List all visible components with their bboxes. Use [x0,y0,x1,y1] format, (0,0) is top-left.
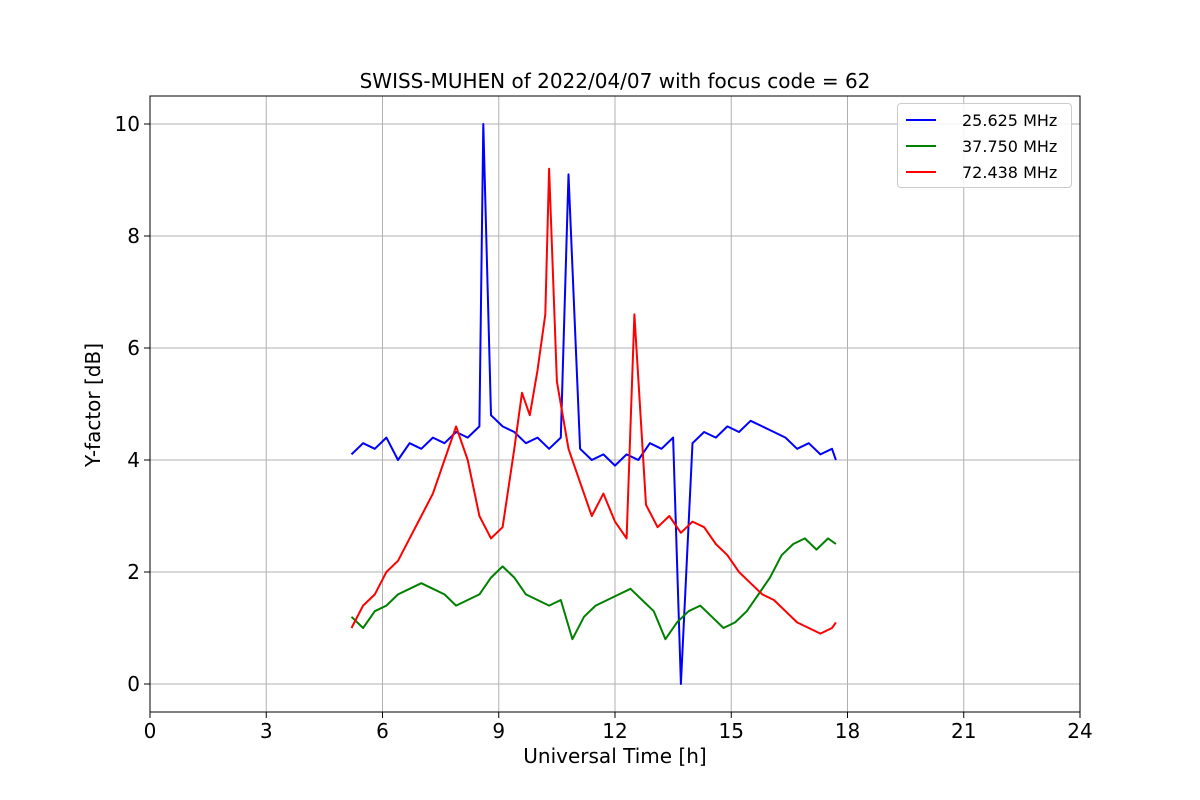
y-tick-label: 6 [127,336,140,360]
x-tick-label: 0 [144,719,157,743]
chart-title: SWISS-MUHEN of 2022/04/07 with focus cod… [360,69,871,93]
legend-item-series-1: 25.625 MHz [906,110,1057,130]
x-tick-label: 6 [376,719,389,743]
legend-item-series-3: 72.438 MHz [906,162,1057,182]
y-tick-label: 8 [127,224,140,248]
y-tick-label: 10 [115,112,140,136]
y-tick-label: 4 [127,448,140,472]
legend-swatch-series-1 [906,119,936,121]
legend-swatch-series-2 [906,145,936,147]
series-line-3 [350,167,837,635]
y-axis-label: Y-factor [dB] [81,343,105,468]
x-tick-label: 3 [260,719,273,743]
legend-label-series-2: 37.750 MHz [962,136,1058,156]
legend-item-series-2: 37.750 MHz [906,136,1057,156]
x-tick-label: 9 [492,719,505,743]
x-tick-label: 18 [835,719,860,743]
x-tick-label: 15 [719,719,744,743]
y-axis: 0 2 4 6 8 10 [115,112,150,696]
legend-swatch-series-3 [906,171,936,173]
y-tick-label: 0 [127,672,140,696]
x-axis: 0 3 6 9 12 15 18 21 24 [144,712,1093,743]
series-layer [350,123,837,685]
legend-label-series-3: 72.438 MHz [962,162,1058,182]
x-axis-label: Universal Time [h] [523,744,706,768]
legend: 25.625 MHz 37.750 MHz 72.438 MHz [897,103,1072,188]
x-tick-label: 24 [1067,719,1092,743]
x-tick-label: 21 [951,719,976,743]
y-tick-label: 2 [127,560,140,584]
grid [149,96,1081,712]
x-tick-label: 12 [602,719,627,743]
series-line-1 [350,123,837,685]
series-line-2 [350,537,837,641]
legend-label-series-1: 25.625 MHz [962,110,1058,130]
